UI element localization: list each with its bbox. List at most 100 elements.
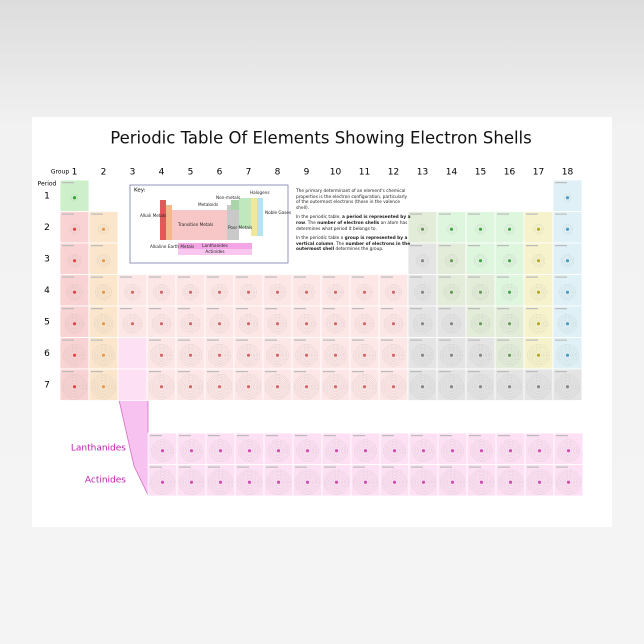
note-text: number of electrons in the outermost she… [296, 241, 411, 253]
element-cell [117, 305, 148, 338]
electron-shell [505, 320, 514, 328]
electron-shell [302, 320, 311, 328]
electron-shell [273, 383, 282, 391]
electron-shell [153, 378, 170, 395]
cell-label-strip [179, 466, 191, 468]
electron-shell [296, 345, 317, 365]
electron-shell [554, 374, 581, 400]
element-cell [523, 305, 554, 338]
electron-shell [183, 285, 198, 299]
electron-shell [528, 439, 551, 462]
electron-shell [268, 472, 289, 492]
cell-label-strip [497, 213, 509, 215]
electron-shell [467, 374, 494, 400]
electron-shell [353, 375, 376, 398]
element-cell [465, 368, 496, 401]
group-number: 1 [72, 168, 78, 178]
electron-shell [388, 287, 399, 298]
electron-shell [447, 477, 458, 488]
electron-shell [499, 345, 520, 365]
electron-shell [264, 374, 291, 400]
nucleus [275, 353, 280, 357]
electron-shell [239, 472, 260, 492]
cell-label-strip [468, 276, 480, 278]
cell-label-strip [381, 308, 393, 310]
electron-shell [152, 441, 173, 461]
electron-shell [299, 380, 314, 394]
nucleus [507, 227, 512, 231]
electron-shell [98, 224, 109, 235]
electron-shell [328, 380, 343, 394]
nucleus [72, 259, 77, 263]
electron-shell [360, 288, 369, 296]
electron-shell [470, 439, 493, 462]
cell-label-strip [149, 308, 161, 310]
electron-shell [207, 469, 234, 495]
note-text: In the periodic table a [296, 236, 345, 242]
element-cell [146, 368, 177, 401]
group-number: 2 [101, 168, 107, 178]
element-cell [349, 274, 380, 307]
electron-shell [534, 383, 543, 391]
cell-label-strip [323, 276, 335, 278]
electron-shell [153, 284, 170, 301]
electron-shell [186, 477, 197, 488]
electron-shell [417, 350, 428, 361]
cell-label-strip [526, 213, 538, 215]
electron-shell [413, 441, 434, 461]
nucleus [536, 259, 541, 263]
electron-shell [93, 377, 114, 397]
electron-shell [180, 345, 201, 365]
electron-shell [325, 439, 348, 462]
electron-shell [440, 375, 463, 398]
electron-shell [383, 377, 404, 397]
electron-shell [445, 444, 460, 458]
electron-shell [238, 314, 259, 334]
electron-shell [534, 257, 543, 265]
cell-label-strip [497, 308, 509, 310]
electron-shell [215, 288, 224, 296]
electron-shell [125, 317, 140, 331]
element-cell [147, 464, 178, 497]
element-cell [408, 432, 439, 465]
nucleus [420, 353, 425, 357]
electron-shell [215, 320, 224, 328]
electron-shell [325, 345, 346, 365]
electron-shell [270, 285, 285, 299]
nucleus [275, 385, 280, 389]
element-cell [205, 432, 236, 465]
electron-shell [357, 474, 374, 491]
nucleus [391, 290, 396, 294]
cell-label-strip [410, 339, 422, 341]
electron-shell [148, 374, 175, 400]
electron-shell [528, 345, 549, 365]
cell-label-strip [439, 276, 451, 278]
electron-shell [184, 475, 199, 489]
electron-shell [99, 225, 108, 233]
electron-shell [414, 378, 431, 395]
nucleus [478, 322, 483, 326]
nucleus [565, 353, 570, 357]
electron-shell [444, 254, 459, 268]
cell-label-strip [352, 308, 364, 310]
electron-shell [472, 284, 489, 301]
electron-shell [498, 375, 521, 398]
element-cell [349, 305, 380, 338]
note-paragraph: In the periodic table, a period is repre… [296, 215, 412, 232]
electron-shell [296, 439, 319, 462]
electron-shell [444, 442, 461, 459]
electron-shell [526, 469, 553, 495]
electron-shell [182, 284, 199, 301]
electron-shell [209, 471, 232, 494]
electron-shell [502, 442, 519, 459]
electron-shell [330, 350, 341, 361]
nucleus [160, 449, 165, 453]
electron-shell [505, 257, 514, 265]
period-number: 6 [44, 349, 50, 359]
electron-shell [446, 224, 457, 235]
cell-label-strip [149, 339, 161, 341]
electron-shell [504, 350, 515, 361]
electron-shell [469, 375, 492, 398]
electron-shell [532, 444, 547, 458]
element-cell [176, 464, 207, 497]
